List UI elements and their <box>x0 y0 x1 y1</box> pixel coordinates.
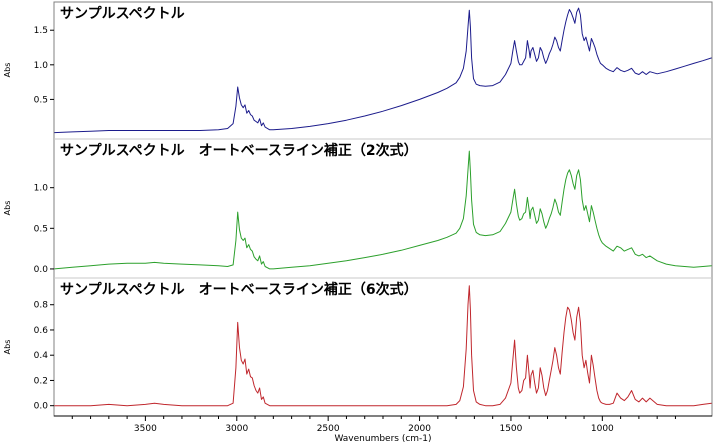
y-axis-label: Abs <box>3 201 12 216</box>
y-tick-label: 0.5 <box>34 224 48 234</box>
y-tick-label: 1.0 <box>34 61 49 71</box>
x-tick-label: 2500 <box>317 424 340 434</box>
panel-title: サンプルスペクトル オートベースライン補正（2次式） <box>60 142 418 159</box>
x-tick-label: 1500 <box>499 424 522 434</box>
y-tick-label: 1.5 <box>34 26 48 36</box>
x-tick-label: 1000 <box>591 424 614 434</box>
y-axis-label: Abs <box>3 63 12 78</box>
y-tick-label: 0.5 <box>34 95 48 105</box>
y-tick-label: 1.0 <box>34 184 49 194</box>
y-tick-label: 0.0 <box>34 265 49 275</box>
x-tick-label: 3000 <box>225 424 248 434</box>
y-tick-label: 0.6 <box>34 326 49 336</box>
x-tick-label: 3500 <box>134 424 157 434</box>
y-tick-label: 0.4 <box>34 351 49 361</box>
x-tick-label: 2000 <box>408 424 431 434</box>
x-axis-label: Wavenumbers (cm-1) <box>334 434 431 444</box>
spectrum-line <box>54 151 711 269</box>
spectrum-line <box>54 8 711 133</box>
y-tick-label: 0.2 <box>34 376 48 386</box>
plot-frame <box>54 2 712 416</box>
y-axis-label: Abs <box>3 340 12 355</box>
y-tick-label: 0.8 <box>34 301 49 311</box>
panel-title: サンプルスペクトル <box>60 6 185 22</box>
panel-title: サンプルスペクトル オートベースライン補正（6次式） <box>60 281 418 298</box>
spectrum-line <box>54 286 711 406</box>
y-tick-label: 0.0 <box>34 402 49 412</box>
